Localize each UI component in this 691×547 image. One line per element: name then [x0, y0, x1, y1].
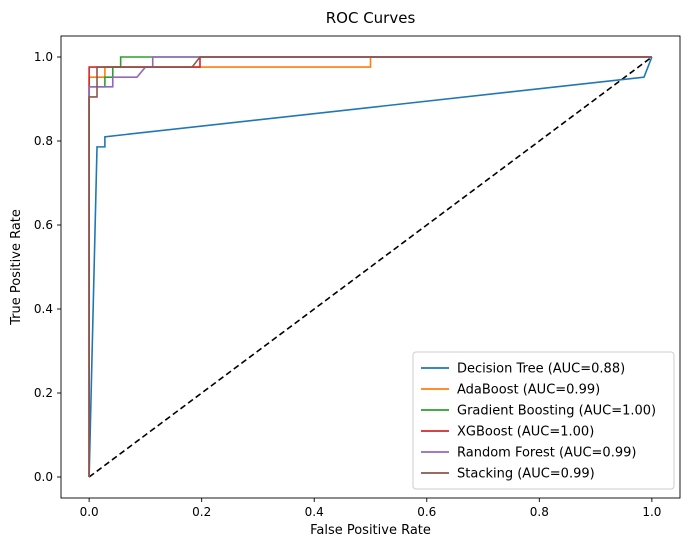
x-tick-label: 0.4: [305, 505, 324, 519]
x-tick-label: 1.0: [642, 505, 661, 519]
series-line-4: [88, 56, 652, 477]
x-tick-label: 0.2: [192, 505, 211, 519]
x-tick-label: 0.8: [530, 505, 549, 519]
x-tick-label: 0.0: [80, 505, 99, 519]
chart-title: ROC Curves: [326, 9, 416, 27]
y-tick-label: 0.0: [34, 470, 53, 484]
reference-diagonal-line: [88, 56, 653, 478]
x-tick-label: 0.6: [417, 505, 436, 519]
legend-label-5: Stacking (AUC=0.99): [457, 467, 595, 482]
legend-label-4: Random Forest (AUC=0.99): [457, 446, 636, 461]
y-tick-label: 1.0: [34, 50, 53, 64]
y-tick-label: 0.2: [34, 386, 53, 400]
legend-label-1: AdaBoost (AUC=0.99): [457, 383, 600, 398]
y-axis-label: True Positive Rate: [9, 209, 24, 326]
x-axis-label: False Positive Rate: [310, 523, 431, 538]
y-tick-label: 0.4: [34, 302, 53, 316]
y-tick-label: 0.6: [34, 218, 53, 232]
legend-label-0: Decision Tree (AUC=0.88): [457, 362, 625, 377]
series-line-0: [88, 56, 653, 478]
series-line-5: [88, 56, 652, 477]
legend-box: [412, 351, 675, 490]
y-tick-label: 0.8: [34, 134, 53, 148]
plot-frame: [60, 35, 681, 499]
legend-label-3: XGBoost (AUC=1.00): [457, 425, 594, 440]
legend-label-2: Gradient Boosting (AUC=1.00): [457, 404, 656, 419]
